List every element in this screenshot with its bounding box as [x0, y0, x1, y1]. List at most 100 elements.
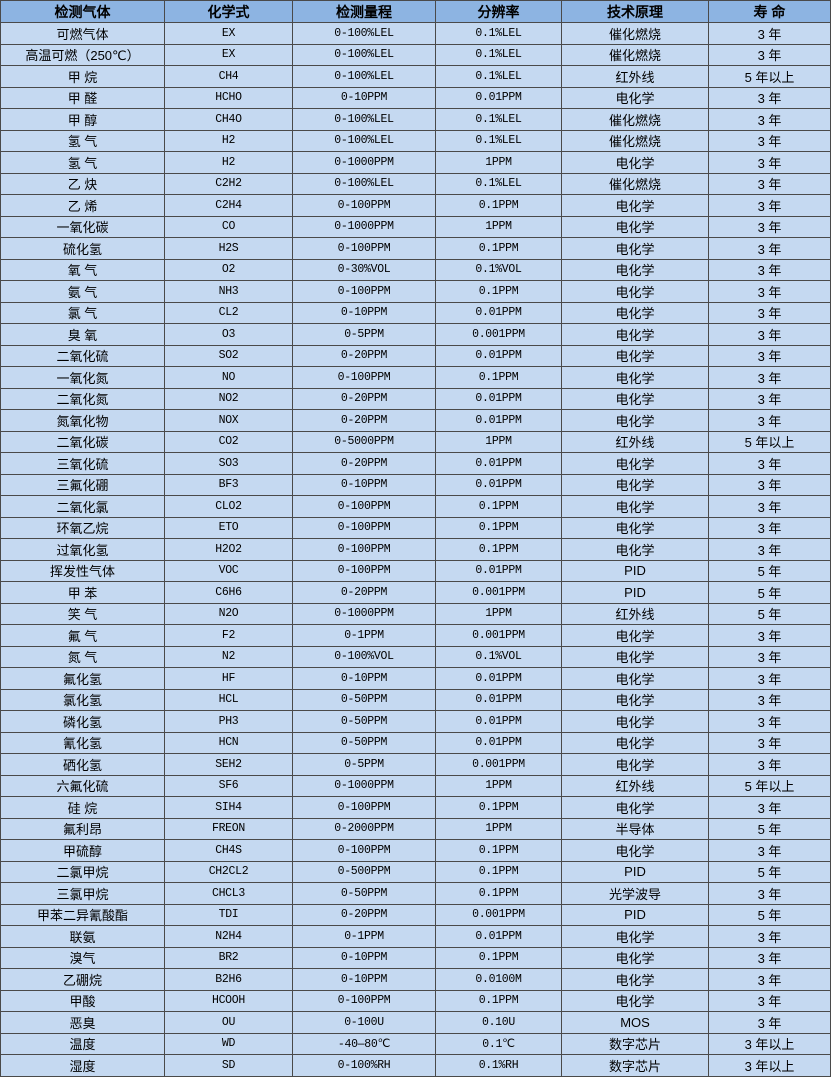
cell-resolution: 0.001PPM [435, 903, 562, 926]
cell-range: 0-100%LEL [292, 108, 436, 131]
cell-lifespan: 3 年 [708, 968, 831, 991]
cell-principle: 电化学 [561, 688, 709, 711]
table-row: 氮氧化物 NOX 0-20PPM 0.01PPM 电化学 3 年 [0, 409, 831, 432]
cell-formula: SEH2 [164, 753, 293, 776]
cell-resolution: 0.01PPM [435, 688, 562, 711]
table-row: 过氧化氢 H2O2 0-100PPM 0.1PPM 电化学 3 年 [0, 538, 831, 561]
cell-range: 0-10PPM [292, 968, 436, 991]
cell-range: -40—80℃ [292, 1032, 436, 1055]
cell-principle: 红外线 [561, 602, 709, 625]
cell-resolution: 0.0100M [435, 968, 562, 991]
cell-formula: CH4 [164, 65, 293, 88]
cell-principle: PID [561, 860, 709, 883]
cell-range: 0-1000PPM [292, 151, 436, 174]
cell-principle: 电化学 [561, 796, 709, 819]
cell-resolution: 0.01PPM [435, 387, 562, 410]
cell-lifespan: 3 年 [708, 731, 831, 754]
cell-gas: 氟 气 [0, 624, 165, 647]
cell-gas: 一氧化碳 [0, 215, 165, 238]
cell-lifespan: 5 年 [708, 559, 831, 582]
table-row: 一氧化碳 CO 0-1000PPM 1PPM 电化学 3 年 [0, 215, 831, 238]
cell-principle: 催化燃烧 [561, 108, 709, 131]
cell-range: 0-100PPM [292, 194, 436, 217]
cell-range: 0-500PPM [292, 860, 436, 883]
table-row: 硒化氢 SEH2 0-5PPM 0.001PPM 电化学 3 年 [0, 753, 831, 776]
cell-formula: SD [164, 1054, 293, 1077]
cell-formula: H2 [164, 129, 293, 152]
cell-principle: 电化学 [561, 989, 709, 1012]
table-row: 乙硼烷 B2H6 0-10PPM 0.0100M 电化学 3 年 [0, 968, 831, 991]
cell-lifespan: 3 年 [708, 452, 831, 475]
table-row: 甲 苯 C6H6 0-20PPM 0.001PPM PID 5 年 [0, 581, 831, 604]
cell-lifespan: 3 年 [708, 129, 831, 152]
cell-lifespan: 3 年 [708, 215, 831, 238]
cell-range: 0-100PPM [292, 366, 436, 389]
cell-principle: 电化学 [561, 237, 709, 260]
table-row: 可燃气体 EX 0-100%LEL 0.1%LEL 催化燃烧 3 年 [0, 22, 831, 45]
table-row: 六氟化硫 SF6 0-1000PPM 1PPM 红外线 5 年以上 [0, 774, 831, 797]
cell-gas: 氰化氢 [0, 731, 165, 754]
cell-formula: NH3 [164, 280, 293, 303]
cell-gas: 六氟化硫 [0, 774, 165, 797]
cell-lifespan: 3 年 [708, 753, 831, 776]
cell-formula: F2 [164, 624, 293, 647]
cell-range: 0-30%VOL [292, 258, 436, 281]
cell-gas: 氮氧化物 [0, 409, 165, 432]
cell-lifespan: 3 年 [708, 43, 831, 66]
cell-lifespan: 3 年 [708, 710, 831, 733]
cell-gas: 过氧化氢 [0, 538, 165, 561]
cell-resolution: 1PPM [435, 215, 562, 238]
cell-gas: 三氧化硫 [0, 452, 165, 475]
table-row: 温度 WD -40—80℃ 0.1℃ 数字芯片 3 年以上 [0, 1032, 831, 1055]
cell-resolution: 0.001PPM [435, 753, 562, 776]
table-row: 甲酸 HCOOH 0-100PPM 0.1PPM 电化学 3 年 [0, 989, 831, 1012]
cell-range: 0-100PPM [292, 516, 436, 539]
cell-range: 0-5PPM [292, 753, 436, 776]
cell-resolution: 0.01PPM [435, 710, 562, 733]
cell-formula: SF6 [164, 774, 293, 797]
cell-principle: 电化学 [561, 946, 709, 969]
cell-resolution: 0.1%RH [435, 1054, 562, 1077]
cell-lifespan: 3 年 [708, 108, 831, 131]
header-gas: 检测气体 [0, 0, 165, 23]
cell-gas: 湿度 [0, 1054, 165, 1077]
cell-principle: 电化学 [561, 538, 709, 561]
cell-gas: 二氧化碳 [0, 430, 165, 453]
table-row: 二氧化氮 NO2 0-20PPM 0.01PPM 电化学 3 年 [0, 387, 831, 410]
table-row: 氟化氢 HF 0-10PPM 0.01PPM 电化学 3 年 [0, 667, 831, 690]
table-row: 笑 气 N2O 0-1000PPM 1PPM 红外线 5 年 [0, 602, 831, 625]
cell-lifespan: 3 年 [708, 172, 831, 195]
cell-formula: CL2 [164, 301, 293, 324]
table-row: 乙 烯 C2H4 0-100PPM 0.1PPM 电化学 3 年 [0, 194, 831, 217]
table-row: 硅 烷 SIH4 0-100PPM 0.1PPM 电化学 3 年 [0, 796, 831, 819]
cell-resolution: 0.1PPM [435, 516, 562, 539]
cell-gas: 二氧化硫 [0, 344, 165, 367]
cell-formula: EX [164, 43, 293, 66]
cell-resolution: 0.01PPM [435, 925, 562, 948]
cell-gas: 氯 气 [0, 301, 165, 324]
cell-lifespan: 3 年 [708, 882, 831, 905]
cell-range: 0-100PPM [292, 796, 436, 819]
cell-formula: B2H6 [164, 968, 293, 991]
cell-gas: 甲 醇 [0, 108, 165, 131]
cell-lifespan: 5 年 [708, 581, 831, 604]
cell-resolution: 0.01PPM [435, 473, 562, 496]
cell-formula: N2O [164, 602, 293, 625]
cell-gas: 氢 气 [0, 129, 165, 152]
cell-gas: 乙硼烷 [0, 968, 165, 991]
cell-range: 0-50PPM [292, 710, 436, 733]
cell-range: 0-1000PPM [292, 215, 436, 238]
cell-gas: 硫化氢 [0, 237, 165, 260]
table-row: 二氧化硫 SO2 0-20PPM 0.01PPM 电化学 3 年 [0, 344, 831, 367]
table-row: 恶臭 OU 0-100U 0.10U MOS 3 年 [0, 1011, 831, 1034]
cell-lifespan: 3 年 [708, 237, 831, 260]
cell-principle: 光学波导 [561, 882, 709, 905]
cell-resolution: 0.1%LEL [435, 65, 562, 88]
cell-lifespan: 3 年 [708, 387, 831, 410]
cell-formula: HCHO [164, 86, 293, 109]
cell-resolution: 0.01PPM [435, 86, 562, 109]
cell-gas: 甲硫醇 [0, 839, 165, 862]
cell-lifespan: 3 年 [708, 925, 831, 948]
cell-lifespan: 3 年 [708, 280, 831, 303]
cell-formula: CH2CL2 [164, 860, 293, 883]
